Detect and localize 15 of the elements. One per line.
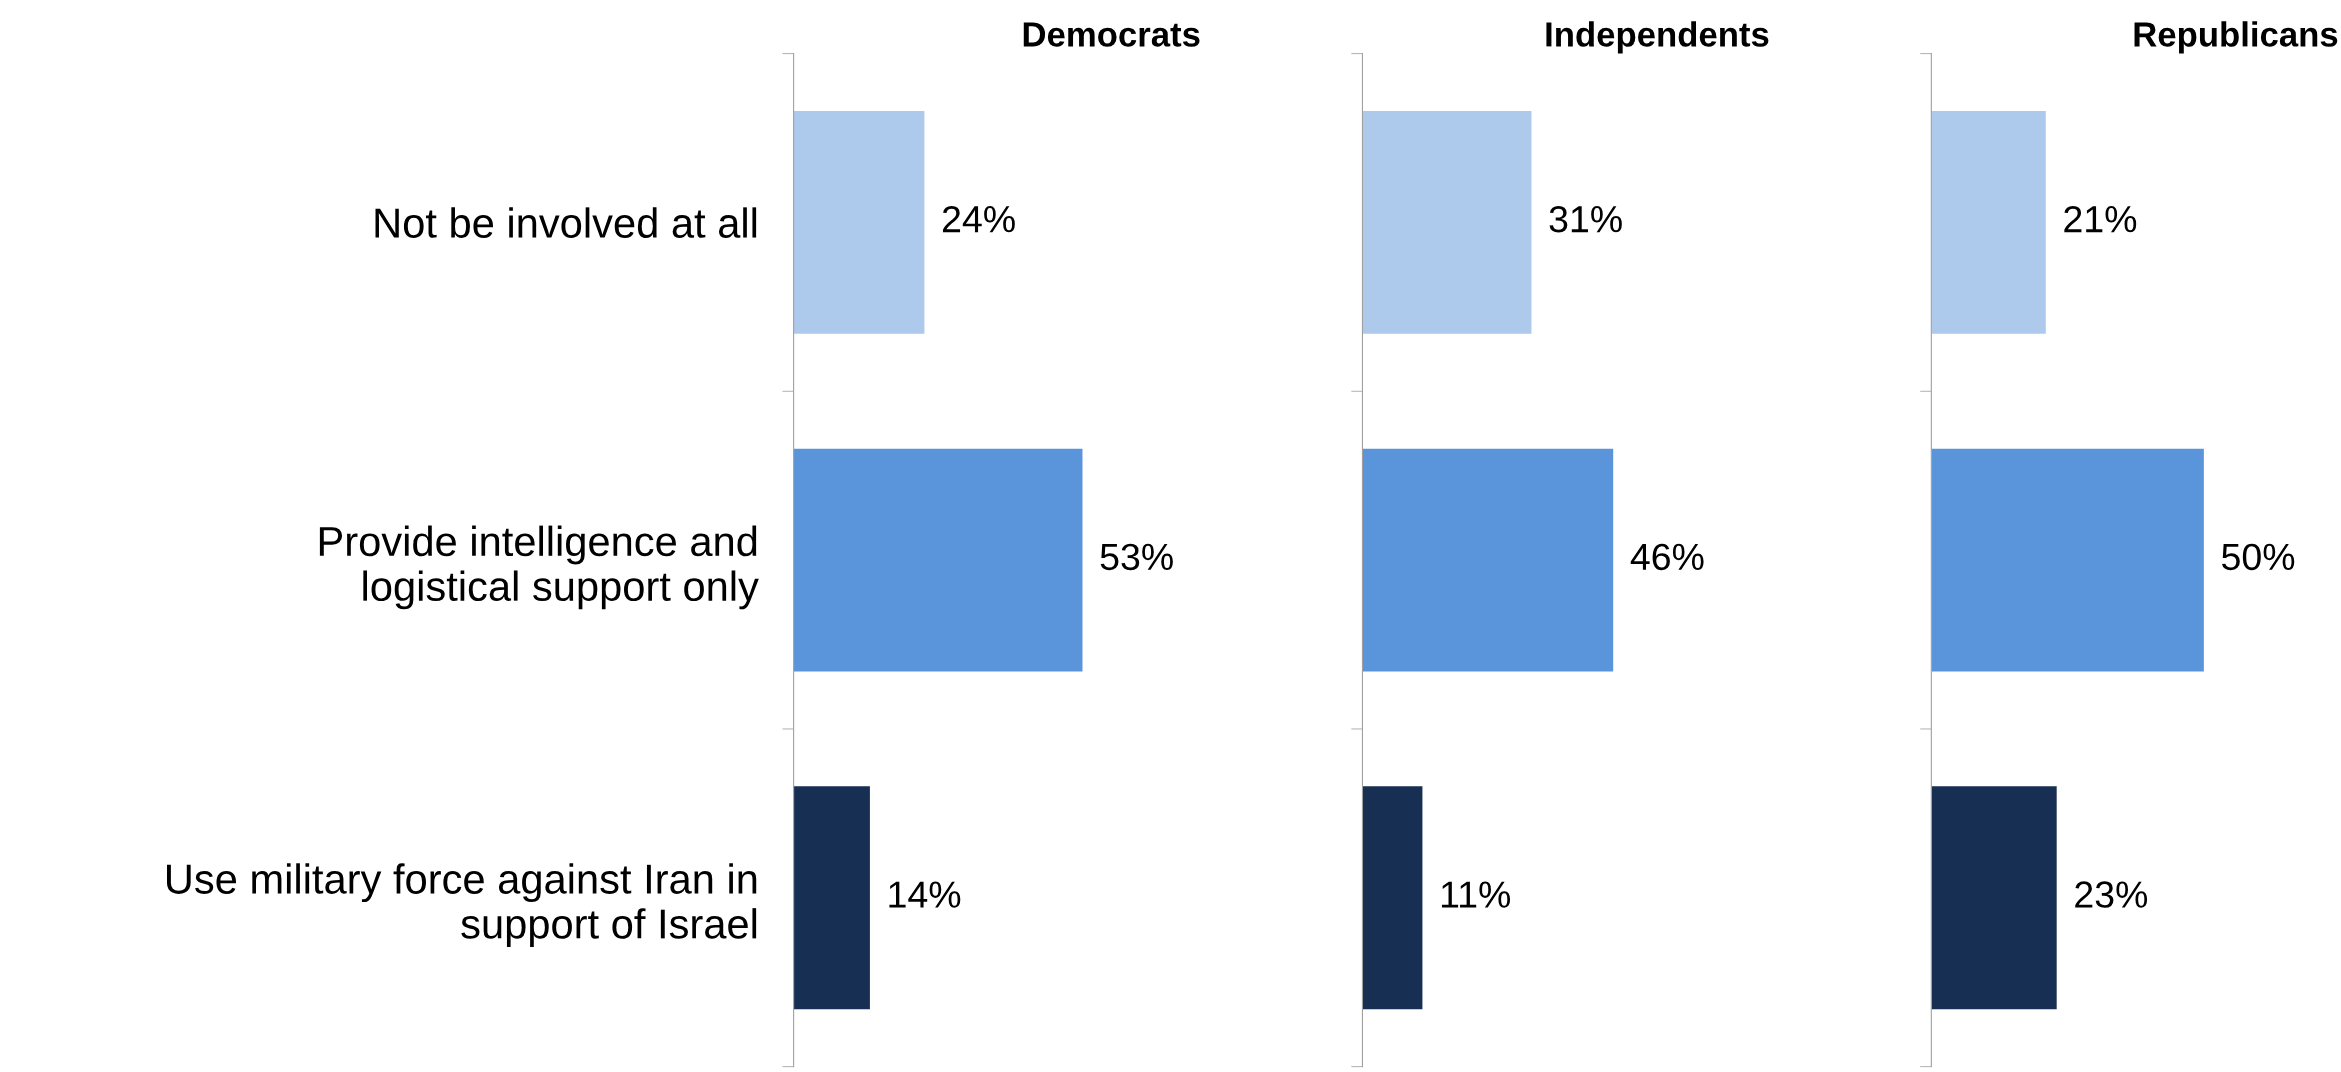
data-label: 23% [2075,881,2148,908]
data-label: 21% [2064,205,2137,233]
chart-title: Independents [1546,21,1769,54]
data-label: 24% [942,205,1015,233]
data-label: 53% [1100,543,1173,571]
data-label: 50% [2222,543,2295,571]
y-tick-label: Use military force against Iran in support of Israel [167,863,757,947]
y-tick-label: Not be involved at all [375,207,757,238]
chart-title: Republicans [2134,21,2338,54]
data-label: 31% [1549,205,1622,233]
data-label: 11% [1441,881,1511,908]
y-tick-label: Provide intelligence and logistical support only [319,525,759,610]
data-label: 14% [889,881,961,908]
chart-title: Democrats [1023,22,1200,47]
data-label: 46% [1630,543,1704,571]
